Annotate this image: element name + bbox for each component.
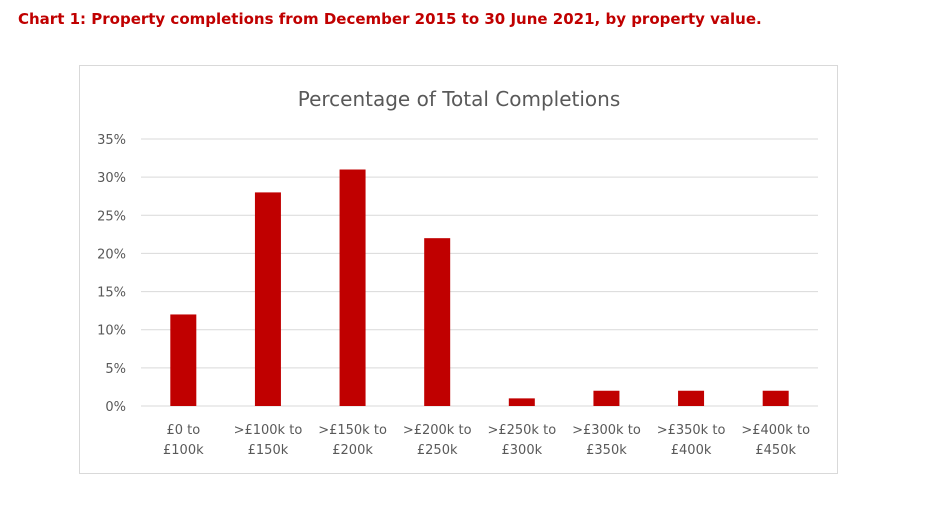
bar (593, 390, 620, 406)
x-category-label: >£150k to £200k (318, 423, 387, 458)
x-category-label: >£300k to £350k (572, 423, 641, 458)
y-tick-label: 5% (105, 362, 126, 377)
gridlines (141, 138, 818, 407)
y-tick-label: 10% (97, 324, 126, 339)
bar (170, 314, 197, 406)
x-category-label: >£100k to £150k (234, 423, 303, 458)
x-category-label: >£200k to £250k (403, 423, 472, 458)
y-tick-label: 30% (97, 171, 126, 186)
x-category-label: £0 to £100k (163, 423, 204, 458)
y-tick-label: 0% (105, 400, 126, 415)
bar (762, 390, 789, 406)
y-tick-label: 20% (97, 247, 126, 262)
page-heading: Chart 1: Property completions from Decem… (18, 10, 762, 28)
x-category-label: >£250k to £300k (487, 423, 556, 458)
x-category-label: >£350k to £400k (657, 423, 726, 458)
bar (424, 238, 451, 406)
y-tick-label: 35% (97, 133, 126, 148)
bars (170, 169, 789, 406)
x-category-label: >£400k to £450k (741, 423, 810, 458)
bar (254, 192, 281, 406)
bar (508, 398, 535, 406)
bar (678, 390, 705, 406)
y-tick-label: 15% (97, 286, 126, 301)
bar (339, 169, 366, 406)
x-axis-categories: £0 to £100k >£100k to £150k >£150k to £200k >£… (163, 423, 810, 458)
chart-title: Percentage of Total Completions (298, 87, 621, 111)
y-axis-ticks: 0% 5% 10% 15% 20% 25% 30% 35% (97, 133, 126, 415)
y-tick-label: 25% (97, 209, 126, 224)
